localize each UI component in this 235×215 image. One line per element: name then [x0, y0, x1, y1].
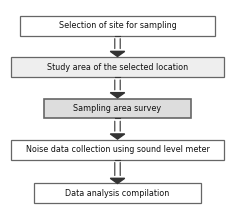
- FancyBboxPatch shape: [34, 183, 201, 203]
- Polygon shape: [110, 134, 125, 139]
- Text: Sampling area survey: Sampling area survey: [73, 104, 162, 113]
- Text: Data analysis compilation: Data analysis compilation: [65, 189, 170, 198]
- Polygon shape: [110, 51, 125, 57]
- Text: Study area of the selected location: Study area of the selected location: [47, 63, 188, 72]
- Polygon shape: [110, 93, 125, 98]
- FancyBboxPatch shape: [20, 16, 215, 36]
- FancyBboxPatch shape: [12, 140, 223, 160]
- Polygon shape: [110, 178, 125, 183]
- FancyBboxPatch shape: [44, 99, 191, 118]
- FancyBboxPatch shape: [12, 57, 223, 77]
- Text: Selection of site for sampling: Selection of site for sampling: [59, 22, 176, 31]
- Text: Noise data collection using sound level meter: Noise data collection using sound level …: [26, 145, 209, 154]
